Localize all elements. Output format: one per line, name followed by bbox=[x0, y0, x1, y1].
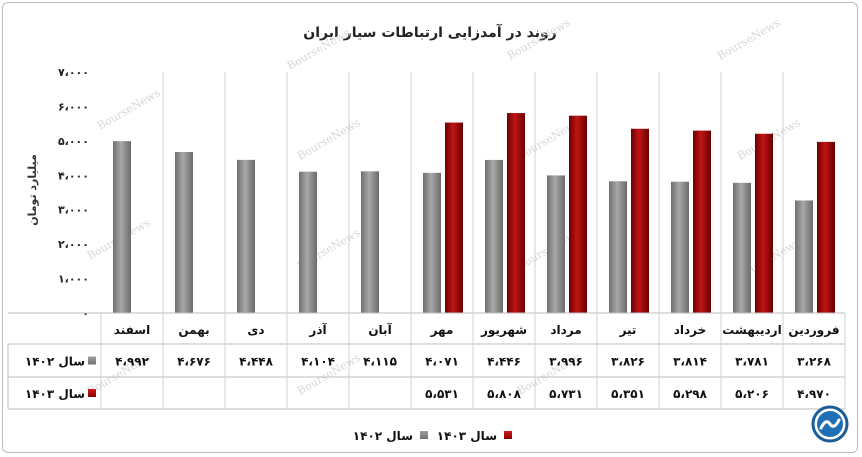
category-label: شهریور bbox=[480, 323, 527, 338]
y-axis-label: میلیارد تومان bbox=[26, 154, 39, 226]
data-label: ۵،۳۵۱ bbox=[611, 387, 645, 401]
bar bbox=[671, 181, 689, 313]
series-name-label: سال ۱۴۰۲ bbox=[25, 355, 85, 369]
boursenews-logo-icon bbox=[811, 405, 849, 443]
y-tick-label: ۶،۰۰۰ bbox=[58, 100, 89, 113]
watermark-text: BourseNews bbox=[95, 86, 163, 133]
data-label: ۳،۷۸۱ bbox=[735, 355, 769, 369]
series-legend-key bbox=[88, 356, 96, 365]
data-label: ۵،۲۰۶ bbox=[735, 387, 769, 401]
data-label: ۴،۴۴۸ bbox=[239, 355, 274, 369]
bar bbox=[175, 152, 193, 313]
y-tick-label: ۵،۰۰۰ bbox=[58, 135, 89, 148]
data-label: ۴،۴۴۶ bbox=[487, 355, 521, 369]
legend-key bbox=[420, 431, 428, 439]
category-label: اردیبهشت bbox=[722, 323, 781, 337]
chart-title: روند در آمدزایی ارتباطات سیار ایران bbox=[303, 23, 556, 41]
bar bbox=[817, 141, 835, 313]
category-label: مرداد bbox=[550, 323, 581, 337]
bar bbox=[693, 130, 711, 313]
legend-label: سال ۱۴۰۳ bbox=[437, 429, 497, 443]
y-tick-label: ۲،۰۰۰ bbox=[58, 238, 89, 251]
category-label: آبان bbox=[368, 322, 392, 337]
category-label: آذر bbox=[308, 322, 327, 337]
bar bbox=[507, 113, 525, 314]
category-label: تیر bbox=[619, 323, 637, 337]
legend-key bbox=[504, 431, 512, 439]
category-label: اسفند bbox=[114, 323, 150, 337]
bar bbox=[237, 159, 255, 313]
data-label: ۵،۵۳۱ bbox=[425, 387, 459, 401]
watermark-text: BourseNews bbox=[295, 116, 363, 163]
y-tick-label: ۷،۰۰۰ bbox=[58, 66, 89, 79]
bar bbox=[631, 128, 649, 313]
bar bbox=[733, 182, 751, 313]
category-label: خرداد bbox=[674, 323, 707, 337]
bar bbox=[361, 171, 379, 313]
category-label: مهر bbox=[430, 323, 454, 337]
category-label: دی bbox=[247, 323, 264, 337]
data-label: ۳،۹۹۶ bbox=[549, 355, 583, 369]
data-label: ۳،۲۶۸ bbox=[797, 355, 832, 369]
bar bbox=[569, 115, 587, 314]
bar bbox=[609, 181, 627, 313]
y-tick-label: ۳،۰۰۰ bbox=[58, 204, 89, 217]
data-label: ۴،۰۷۱ bbox=[425, 355, 459, 369]
data-label: ۵،۲۹۸ bbox=[673, 387, 708, 401]
data-label: ۴،۱۰۴ bbox=[301, 355, 335, 369]
data-label: ۵،۸۰۸ bbox=[487, 387, 522, 401]
legend: سال ۱۴۰۳ سال ۱۴۰۲ bbox=[353, 429, 512, 443]
bar bbox=[755, 133, 773, 313]
data-label: ۳،۸۲۶ bbox=[611, 355, 645, 369]
legend-label: سال ۱۴۰۲ bbox=[353, 429, 413, 443]
category-label: فروردین bbox=[788, 323, 839, 338]
bar bbox=[795, 200, 813, 313]
bar bbox=[299, 171, 317, 313]
data-table: فروردین اردیبهشت خرداد تیر مرداد شهریور مهر آبا… bbox=[7, 72, 846, 410]
watermark-text: BourseNews bbox=[715, 16, 783, 63]
data-label: ۵،۷۳۱ bbox=[549, 387, 583, 401]
category-label: بهمن bbox=[178, 323, 209, 337]
bar bbox=[485, 159, 503, 313]
data-label: ۳،۸۱۴ bbox=[673, 355, 707, 369]
bar bbox=[547, 175, 565, 313]
series-name-label: سال ۱۴۰۳ bbox=[25, 387, 85, 401]
bar bbox=[113, 141, 131, 313]
data-label: ۴،۹۷۰ bbox=[797, 387, 831, 401]
bar bbox=[423, 172, 441, 313]
y-tick-label: ۴،۰۰۰ bbox=[58, 169, 89, 182]
bar bbox=[445, 122, 463, 314]
data-label: ۴،۱۱۵ bbox=[363, 355, 397, 369]
data-label: ۴،۶۷۶ bbox=[177, 355, 211, 369]
data-label: ۴،۹۹۲ bbox=[115, 355, 150, 369]
bars bbox=[113, 113, 835, 314]
series-legend-key bbox=[88, 389, 96, 397]
y-tick-label: ۱،۰۰۰ bbox=[58, 273, 89, 286]
